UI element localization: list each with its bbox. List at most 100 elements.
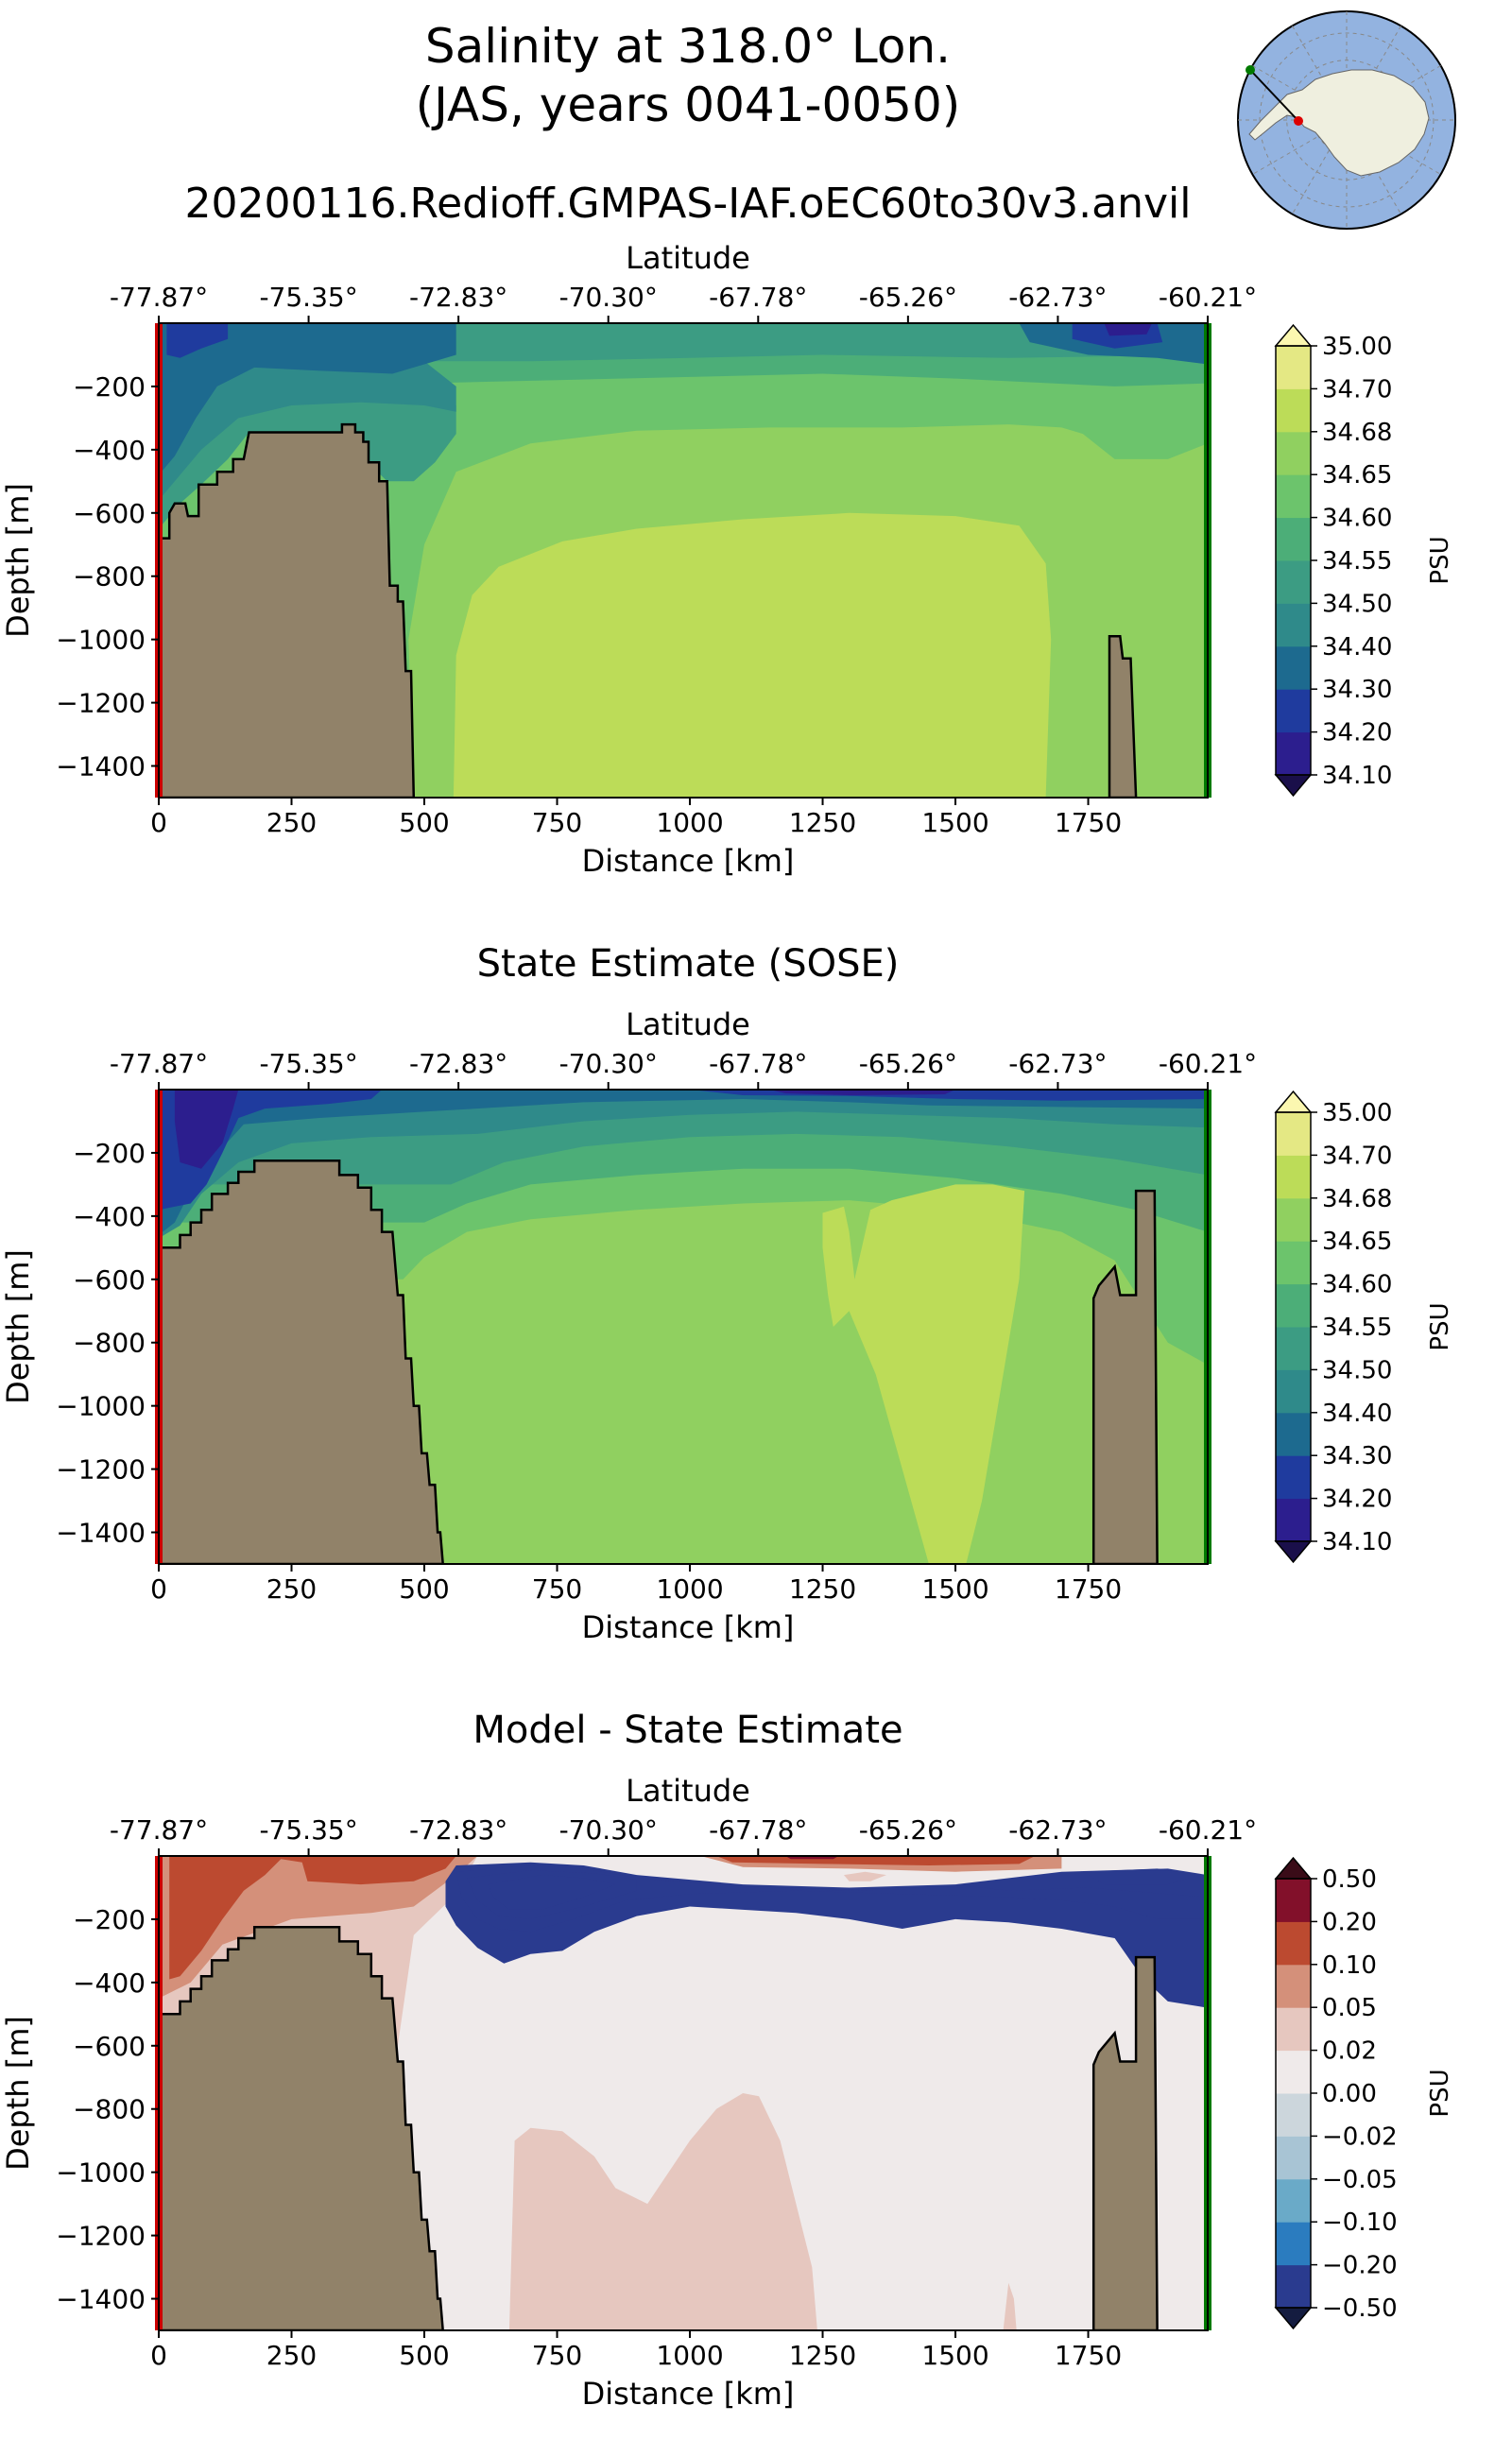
colorbar-extend-top: [1274, 323, 1313, 347]
colorbar-tick-label: −0.50: [1322, 2294, 1398, 2323]
colorbar-bin: [1276, 431, 1311, 475]
y-tick-label: −1000: [56, 1391, 146, 1422]
colorbar-tick-label: 34.20: [1322, 719, 1392, 747]
panel-model: 20200116.Redioff.GMPAS-IAF.oEC60to30v3.a…: [0, 180, 1454, 879]
topography: [159, 1160, 444, 1564]
y-axis-label: Depth [m]: [0, 483, 36, 638]
inset-land: [1248, 69, 1430, 177]
lat-tick-label: -62.73°: [1008, 1814, 1107, 1846]
panel-difference: Model - State Estimate 0 250 500 750 1000 1250…: [0, 1709, 1454, 2412]
topography: [159, 1926, 444, 2330]
x-tick-label: 250: [266, 1573, 317, 1605]
topography: [1108, 635, 1138, 798]
contour-region: [169, 1856, 456, 1980]
colorbar-bin: [1276, 1879, 1311, 1922]
figure-title-line1: Salinity at 318.0° Lon.: [425, 19, 951, 74]
y-tick-label: −200: [73, 1904, 146, 1935]
x-axis-label: Distance [km]: [582, 1609, 795, 1645]
x-axis-label: Distance [km]: [582, 2376, 795, 2412]
y-tick-label: −800: [73, 2094, 146, 2125]
x-tick-label: 1000: [656, 1573, 723, 1605]
colorbar-bin: [1276, 731, 1311, 776]
inset-transect-start-dot: [1246, 65, 1255, 75]
colorbar-tick-label: 34.10: [1322, 1528, 1392, 1556]
colorbar-tick-label: 34.60: [1322, 505, 1392, 533]
colorbar-tick-label: 34.65: [1322, 461, 1392, 490]
plot-frame: [158, 1089, 1209, 1565]
y-tick-label: −800: [73, 1328, 146, 1359]
colorbar-bin: [1276, 346, 1311, 389]
figure-title-line2: (JAS, years 0041-0050): [416, 77, 961, 132]
lat-tick-label: -72.83°: [409, 282, 507, 313]
contour-region: [1082, 1868, 1200, 1885]
colorbar-tick-label: −0.05: [1322, 2166, 1398, 2194]
colorbar-extend-bottom: [1274, 774, 1313, 798]
topography: [1091, 1955, 1159, 2330]
colorbar-tick-label: −0.20: [1322, 2252, 1398, 2280]
inset-grid-circle: [1259, 32, 1435, 208]
contour-region: [488, 1875, 616, 1910]
colorbar-tick-label: 34.40: [1322, 1400, 1392, 1428]
contour-region: [455, 1865, 1208, 1933]
x-tick-label: 500: [399, 1573, 449, 1605]
colorbar-tick-label: 0.50: [1322, 1865, 1377, 1894]
colorbar-bin: [1276, 603, 1311, 647]
colorbar-bin: [1276, 1455, 1311, 1500]
colorbar-bin: [1276, 1498, 1311, 1542]
colorbar-extend-bottom: [1274, 2307, 1313, 2330]
colorbar-label: PSU: [1426, 2069, 1454, 2117]
lat-tick-label: -67.78°: [709, 282, 807, 313]
contour-region: [508, 2093, 817, 2330]
colorbar-extend-top: [1274, 1856, 1313, 1880]
colorbar-tick-label: 34.60: [1322, 1271, 1392, 1299]
topography: [1091, 1189, 1159, 1564]
contour-region: [1104, 323, 1152, 336]
colorbar-bin: [1276, 2050, 1311, 2094]
lat-tick-label: -65.26°: [859, 282, 957, 313]
plot-area: [159, 1856, 1208, 2330]
y-tick-label: −400: [73, 1201, 146, 1232]
top-axis-label: Latitude: [626, 1773, 750, 1809]
colorbar-bin: [1276, 388, 1311, 433]
x-tick-label: 750: [532, 2340, 582, 2371]
x-tick-label: 250: [266, 807, 317, 838]
panel-title: 20200116.Redioff.GMPAS-IAF.oEC60to30v3.a…: [185, 180, 1192, 228]
y-tick-label: −1200: [56, 1454, 146, 1486]
lat-tick-label: -72.83°: [409, 1048, 507, 1079]
colorbar-tick-label: 34.55: [1322, 547, 1392, 576]
lat-tick-label: -77.87°: [110, 1048, 208, 1079]
lat-tick-label: -75.35°: [259, 1048, 357, 1079]
colorbar-tick-label: 34.68: [1322, 419, 1392, 447]
contour-region: [166, 323, 229, 358]
lat-tick-label: -72.83°: [409, 1814, 507, 1846]
lat-tick-label: -62.73°: [1008, 1048, 1107, 1079]
y-tick-label: −400: [73, 435, 146, 466]
plot-frame: [158, 322, 1209, 799]
y-tick-label: −800: [73, 561, 146, 593]
contour-region: [769, 1090, 955, 1095]
inset-transect-line: [1249, 69, 1299, 122]
lat-tick-label: -65.26°: [859, 1048, 957, 1079]
contour-region: [822, 1184, 1025, 1564]
y-axis-label: Depth [m]: [0, 2016, 36, 2171]
colorbar-label: PSU: [1426, 536, 1454, 584]
lat-tick-label: -65.26°: [859, 1814, 957, 1846]
x-tick-label: 500: [399, 2340, 449, 2371]
x-tick-label: 1250: [789, 807, 856, 838]
topography: [159, 422, 416, 798]
y-tick-label: −200: [73, 1138, 146, 1169]
lat-tick-label: -75.35°: [259, 282, 357, 313]
y-tick-label: −600: [73, 1264, 146, 1296]
panel-title: Model - State Estimate: [472, 1709, 902, 1752]
colorbar-bin: [1276, 1412, 1311, 1456]
plot-frame: [158, 1855, 1209, 2331]
y-tick-label: −1400: [56, 2284, 146, 2315]
y-tick-label: −600: [73, 2031, 146, 2062]
colorbar-bin: [1276, 1283, 1311, 1328]
x-tick-label: 750: [532, 1573, 582, 1605]
inset-transect-end-dot: [1294, 116, 1303, 126]
lat-tick-label: -67.78°: [709, 1048, 807, 1079]
colorbar-tick-label: 34.70: [1322, 375, 1392, 404]
contour-region: [1003, 2282, 1017, 2330]
